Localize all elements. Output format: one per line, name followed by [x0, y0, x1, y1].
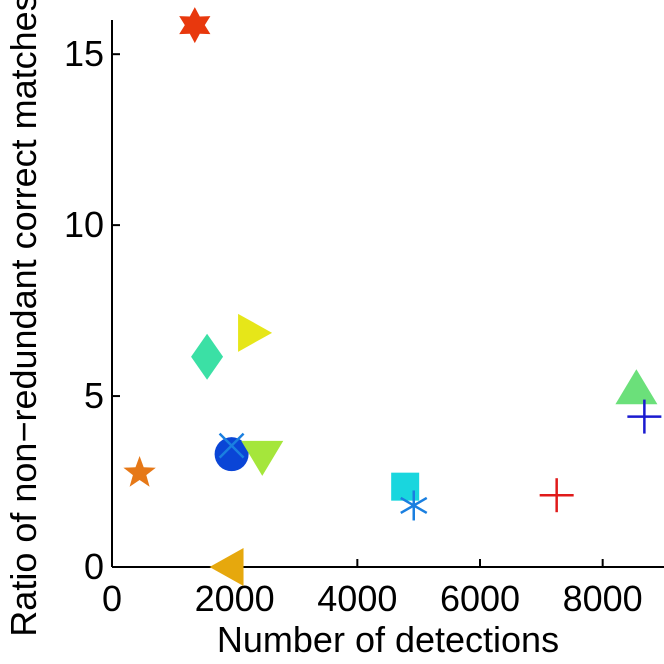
x-tick-label: 6000 [440, 578, 520, 619]
y-tick-label: 0 [84, 546, 104, 587]
y-tick-label: 10 [64, 204, 104, 245]
data-point-triangle-up [615, 369, 658, 405]
data-point-plus [627, 399, 662, 434]
y-tick-label: 15 [64, 33, 104, 74]
data-point-triangle-down [241, 440, 284, 476]
data-point-pentagram [123, 456, 156, 487]
x-axis-label: Number of detections [217, 619, 559, 660]
ticks: 0 2000 4000 6000 8000 0 5 10 15 [64, 33, 643, 619]
markers [123, 7, 662, 586]
data-point-triangle-right [238, 313, 273, 352]
data-point-circle [214, 437, 249, 472]
x-tick-label: 4000 [317, 578, 397, 619]
data-point-triangle-left [209, 548, 244, 586]
x-tick-label: 0 [102, 578, 122, 619]
data-point-plus [539, 478, 574, 513]
data-point-hexagram [179, 7, 211, 44]
y-axis-label: Ratio of non−redundant correct matches [3, 0, 44, 637]
y-tick-label: 5 [84, 375, 104, 416]
data-point-asterisk [400, 490, 428, 521]
data-point-diamond [191, 333, 224, 380]
x-tick-label: 2000 [195, 578, 275, 619]
axes [111, 20, 664, 568]
x-tick-label: 8000 [563, 578, 643, 619]
data-point-x [218, 432, 245, 459]
